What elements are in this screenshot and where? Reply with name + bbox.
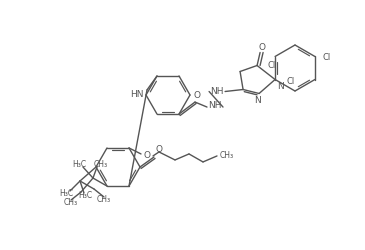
Text: CH₃: CH₃ (94, 160, 108, 168)
Text: H₃C: H₃C (72, 160, 86, 168)
Text: H₃C: H₃C (59, 188, 73, 198)
Text: NH: NH (210, 87, 224, 96)
Text: O: O (155, 146, 162, 154)
Text: O: O (258, 43, 266, 52)
Text: CH₃: CH₃ (97, 194, 111, 203)
Text: N: N (277, 82, 284, 91)
Text: N: N (254, 96, 261, 105)
Text: HN: HN (130, 90, 144, 100)
Text: O: O (143, 152, 150, 160)
Text: Cl: Cl (268, 61, 276, 70)
Text: H₃C: H₃C (78, 190, 92, 200)
Text: Cl: Cl (287, 78, 295, 86)
Text: CH₃: CH₃ (64, 198, 78, 206)
Text: Cl: Cl (323, 53, 331, 62)
Text: O: O (193, 90, 200, 100)
Text: NH: NH (208, 100, 222, 110)
Text: CH₃: CH₃ (220, 152, 234, 160)
